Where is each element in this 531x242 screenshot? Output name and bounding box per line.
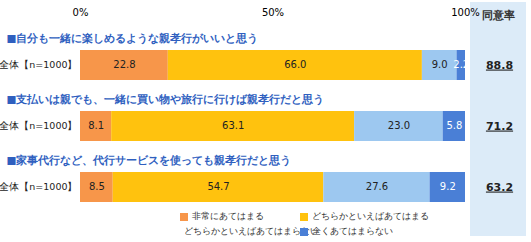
html-text:非常にあてはまる: 非常にあてはまる (192, 211, 264, 221)
svg-text:54.7: 54.7 (207, 181, 229, 192)
svg-text:63.2: 63.2 (486, 181, 513, 194)
html-text:同意率: 同意率 (481, 9, 515, 22)
svg-text:100%: 100% (451, 7, 480, 18)
svg-text:8.5: 8.5 (89, 181, 105, 192)
svg-text:71.2: 71.2 (486, 120, 513, 133)
svg-text:5.8: 5.8 (446, 120, 462, 131)
svg-text:■支払いは親でも、一緒に買い物や旅行に行けば親孝行だと思う: ■支払いは親でも、一緒に買い物や旅行に行けば親孝行だと思う (7, 93, 325, 106)
svg-text:■家事代行など、代行サービスを使っても親孝行だと思う: ■家事代行など、代行サービスを使っても親孝行だと思う (7, 154, 292, 167)
svg-text:9.0: 9.0 (432, 59, 448, 70)
svg-text:2.2: 2.2 (453, 59, 469, 70)
svg-text:27.6: 27.6 (366, 181, 388, 192)
svg-text:66.0: 66.0 (284, 59, 306, 70)
svg-text:50%: 50% (262, 7, 284, 18)
svg-text:全体【n=1000】: 全体【n=1000】 (0, 181, 78, 192)
svg-text:8.1: 8.1 (88, 120, 104, 131)
html-text:どちらかといえばあてはまらない: どちらかといえばあてはまらない (184, 226, 319, 236)
svg-text:23.0: 23.0 (388, 120, 410, 131)
svg-text:88.8: 88.8 (486, 59, 513, 72)
svg-text:9.2: 9.2 (440, 181, 456, 192)
svg-text:22.8: 22.8 (113, 59, 135, 70)
svg-text:0%: 0% (73, 7, 89, 18)
html-text:全くあてはまらない: 全くあてはまらない (312, 226, 393, 236)
html-text:どちらかといえばあてはまる: どちらかといえばあてはまる (312, 211, 429, 221)
svg-text:63.1: 63.1 (222, 120, 244, 131)
svg-text:■自分も一緒に楽しめるような親孝行がいいと思う: ■自分も一緒に楽しめるような親孝行がいいと思う (7, 32, 259, 45)
svg-text:全体【n=1000】: 全体【n=1000】 (0, 59, 78, 70)
svg-text:全体【n=1000】: 全体【n=1000】 (0, 120, 78, 131)
